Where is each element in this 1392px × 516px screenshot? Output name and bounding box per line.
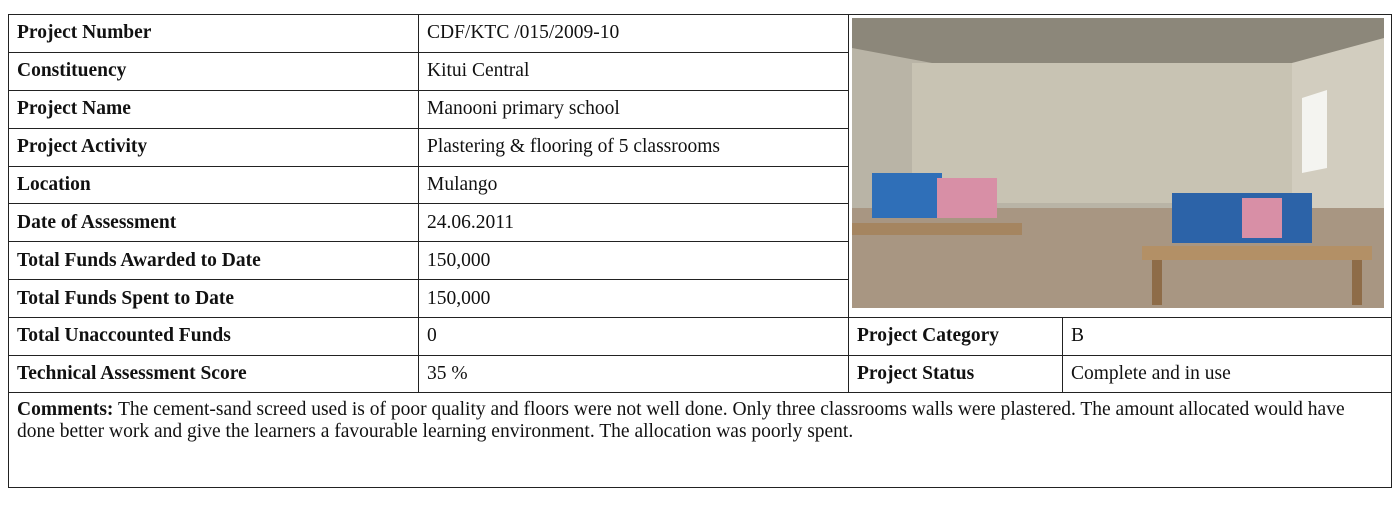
label: Total Funds Awarded to Date (8, 241, 419, 281)
label: Project Name (8, 89, 419, 129)
value: 150,000 (418, 241, 849, 281)
value: CDF/KTC /015/2009-10 (418, 14, 849, 53)
row: Date of Assessment 24.06.2011 (8, 203, 1392, 243)
label: Technical Assessment Score (8, 354, 419, 393)
label: Date of Assessment (8, 203, 419, 243)
value: Kitui Central (418, 51, 849, 91)
row: Total Unaccounted Funds 0 Project Category… (8, 317, 1392, 356)
value: 24.06.2011 (418, 203, 849, 243)
label: Project Category (848, 317, 1063, 356)
value: Mulango (418, 165, 849, 205)
value: 150,000 (418, 279, 849, 318)
comments-row: Comments: The cement-sand screed used is… (8, 392, 1392, 488)
assessment-table: Project Number CDF/KTC /015/2009-10 Cons… (8, 14, 1392, 488)
row: Total Funds Awarded to Date 150,000 (8, 241, 1392, 281)
row: Total Funds Spent to Date 150,000 (8, 279, 1392, 318)
row: Constituency Kitui Central (8, 51, 1392, 91)
row: Project Number CDF/KTC /015/2009-10 (8, 14, 1392, 318)
comments-label: Comments: (17, 399, 114, 420)
value: 0 (418, 317, 849, 356)
row: Location Mulango (8, 165, 1392, 205)
label: Project Status (848, 354, 1063, 393)
label: Total Funds Spent to Date (8, 279, 419, 318)
value: Plastering & flooring of 5 classrooms (418, 127, 849, 167)
value: B (1062, 317, 1392, 356)
row: Technical Assessment Score 35 % Project St… (8, 354, 1392, 393)
label: Total Unaccounted Funds (8, 317, 419, 356)
value: 35 % (418, 354, 849, 393)
row: Project Name Manooni primary school (8, 89, 1392, 129)
label: Project Activity (8, 127, 419, 167)
row: Project Activity Plastering & flooring of… (8, 127, 1392, 167)
photo-cell (848, 14, 1392, 318)
value: Manooni primary school (418, 89, 849, 129)
photo (852, 18, 1384, 308)
label: Project Number (8, 14, 419, 53)
label: Constituency (8, 51, 419, 91)
table-body: Project Number CDF/KTC /015/2009-10 Cons… (8, 14, 1392, 488)
label: Location (8, 165, 419, 205)
comments: Comments: The cement-sand screed used is… (8, 392, 1392, 488)
value: Complete and in use (1062, 354, 1392, 393)
comments-text: The cement-sand screed used is of poor q… (17, 399, 1345, 442)
